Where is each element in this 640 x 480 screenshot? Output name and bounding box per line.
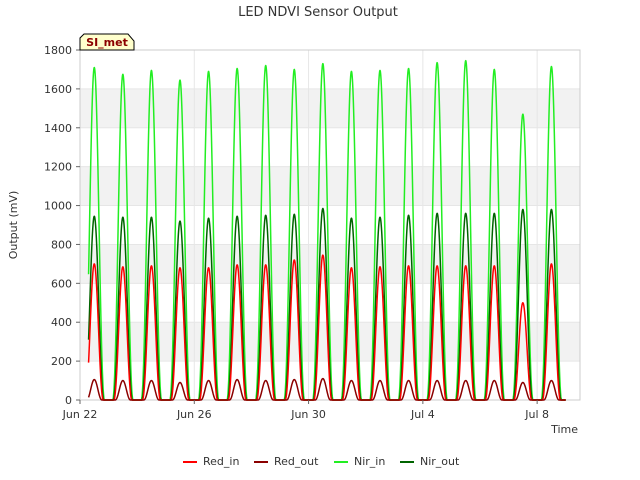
plot-band bbox=[80, 166, 580, 206]
legend: Red_in Red_out Nir_in Nir_out bbox=[183, 455, 460, 468]
y-tick-label: 1800 bbox=[44, 44, 72, 57]
x-tick-label: Jun 30 bbox=[290, 408, 326, 421]
site-badge-label: SI_met bbox=[86, 36, 128, 49]
y-tick-label: 200 bbox=[51, 355, 72, 368]
x-tick-label: Jun 22 bbox=[62, 408, 98, 421]
y-tick-label: 400 bbox=[51, 316, 72, 329]
y-tick-label: 600 bbox=[51, 277, 72, 290]
legend-entry-label: Red_in bbox=[203, 455, 239, 468]
plot-band bbox=[80, 88, 580, 128]
series-line-red-out bbox=[87, 377, 567, 401]
y-tick-label: 0 bbox=[65, 394, 72, 407]
legend-entry-label: Red_out bbox=[274, 455, 319, 468]
y-tick-label: 1200 bbox=[44, 161, 72, 174]
y-axis-label: Output (mV) bbox=[7, 191, 20, 260]
site-badge: SI_met bbox=[79, 33, 135, 51]
x-tick-label: Jun 26 bbox=[176, 408, 212, 421]
legend-entry-label: Nir_out bbox=[420, 455, 460, 468]
x-axis-label: Time bbox=[550, 423, 578, 436]
y-tick-label: 1000 bbox=[44, 200, 72, 213]
legend-entry-label: Nir_in bbox=[354, 455, 385, 468]
y-tick-label: 800 bbox=[51, 238, 72, 251]
site-badge-box bbox=[79, 33, 135, 51]
series-lines bbox=[87, 59, 567, 401]
y-tick-label: 1400 bbox=[44, 122, 72, 135]
y-tick-label: 1600 bbox=[44, 83, 72, 96]
x-tick-label: Jul 4 bbox=[410, 408, 435, 421]
chart-title: LED NDVI Sensor Output bbox=[238, 5, 398, 20]
y-axis-ticks: 0 200 400 600 800 1000 1200 1400 1600 1800 bbox=[44, 44, 80, 407]
x-tick-label: Jul 8 bbox=[524, 408, 549, 421]
x-axis-ticks: Jun 22 Jun 26 Jun 30 Jul 4 Jul 8 bbox=[62, 400, 549, 421]
